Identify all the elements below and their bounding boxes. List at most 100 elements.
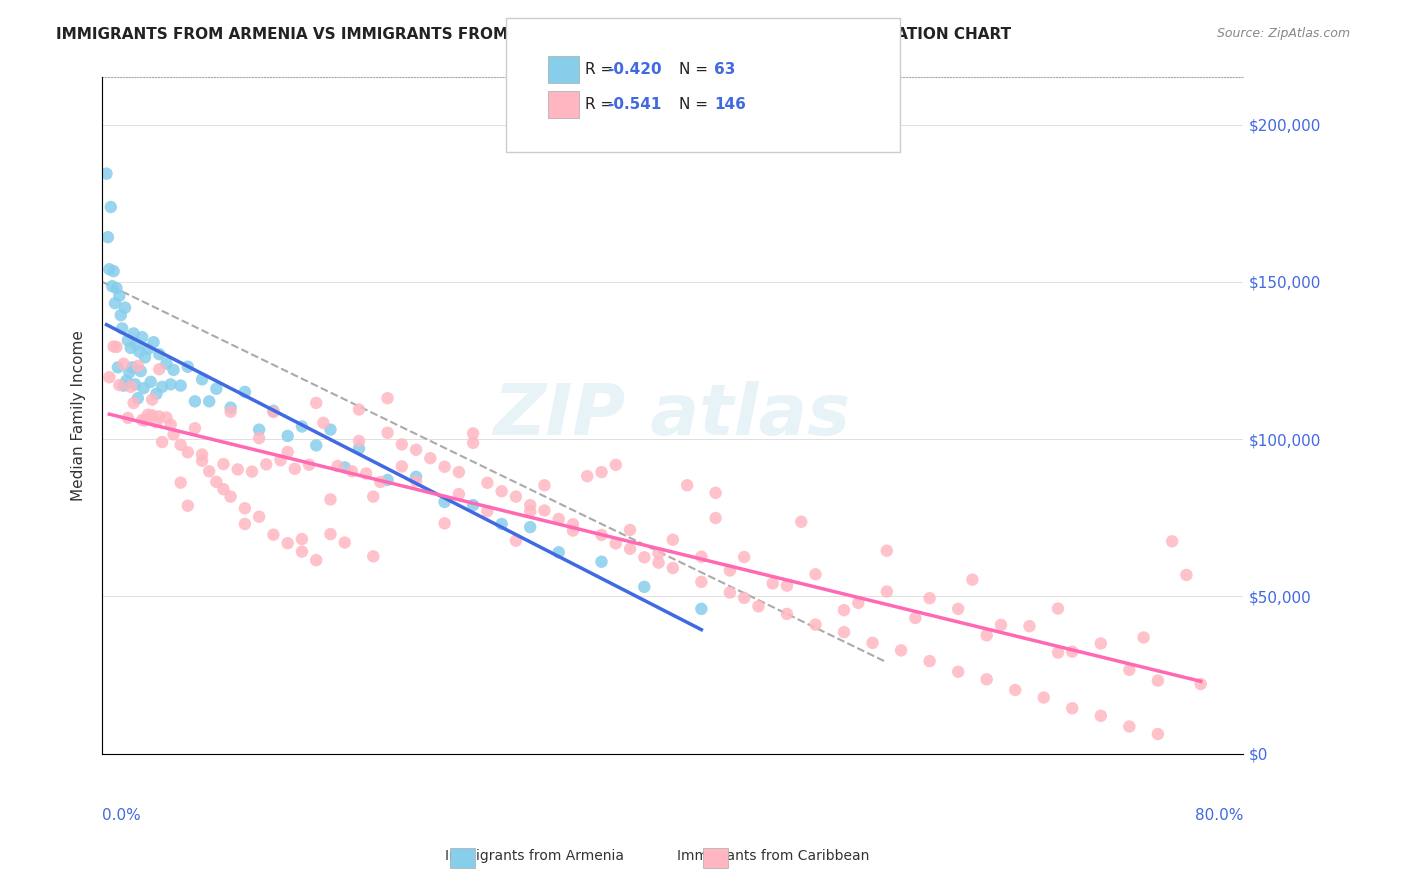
Point (205, 475, 228, 489)
Point (876, 584, 898, 599)
Point (1118, 719, 1140, 733)
Point (547, 512, 569, 526)
Point (184, 421, 207, 435)
Point (533, 478, 555, 492)
Point (361, 490, 384, 504)
Point (533, 503, 555, 517)
Point (619, 541, 641, 556)
Point (1161, 534, 1184, 549)
Point (347, 442, 370, 456)
Point (704, 511, 727, 525)
Point (177, 499, 200, 513)
Text: R =: R = (585, 97, 619, 112)
Point (305, 553, 328, 567)
Point (298, 458, 321, 472)
Point (162, 427, 184, 442)
Point (519, 498, 541, 512)
Point (277, 445, 299, 459)
Point (776, 579, 799, 593)
Point (198, 394, 221, 409)
Point (170, 438, 193, 452)
Point (247, 509, 270, 524)
Point (1090, 708, 1112, 723)
Point (127, 391, 149, 405)
Point (326, 458, 349, 473)
Point (125, 337, 148, 351)
Point (111, 321, 134, 335)
Point (212, 482, 235, 496)
Point (112, 378, 135, 392)
Point (862, 636, 884, 650)
Point (591, 555, 613, 569)
Point (690, 549, 713, 564)
Point (96, 167, 118, 181)
Point (361, 549, 384, 564)
Point (177, 359, 200, 374)
Text: IMMIGRANTS FROM ARMENIA VS IMMIGRANTS FROM CARIBBEAN MEDIAN FAMILY INCOME CORREL: IMMIGRANTS FROM ARMENIA VS IMMIGRANTS FR… (56, 27, 1011, 42)
Point (118, 365, 141, 379)
Point (591, 528, 613, 542)
Point (170, 378, 193, 392)
Point (690, 574, 713, 589)
Point (141, 409, 163, 423)
Point (254, 458, 277, 472)
Point (946, 602, 969, 616)
Point (405, 474, 427, 488)
Point (115, 374, 138, 388)
Point (121, 360, 143, 375)
Point (101, 279, 124, 293)
Point (198, 464, 221, 478)
Point (219, 401, 242, 415)
Point (733, 591, 755, 605)
Point (904, 611, 927, 625)
Point (463, 435, 485, 450)
Point (676, 478, 699, 492)
Text: 63: 63 (714, 62, 735, 77)
Point (477, 504, 499, 518)
Point (148, 347, 170, 361)
Point (846, 596, 869, 610)
Point (876, 543, 898, 558)
Point (704, 486, 727, 500)
Point (191, 372, 214, 386)
Point (120, 341, 142, 355)
Point (690, 602, 713, 616)
Point (733, 549, 755, 564)
Text: R =: R = (585, 62, 619, 77)
Point (127, 359, 149, 373)
Point (519, 504, 541, 518)
Text: 0.0%: 0.0% (103, 807, 141, 822)
Point (108, 378, 131, 392)
Point (98, 262, 121, 277)
Point (333, 535, 356, 549)
Point (100, 200, 122, 214)
Point (662, 533, 685, 547)
Point (105, 281, 128, 295)
Point (305, 438, 328, 452)
Point (662, 561, 685, 575)
Point (103, 339, 125, 353)
Text: -0.541: -0.541 (607, 97, 662, 112)
Point (377, 425, 399, 440)
Point (419, 451, 441, 466)
Point (647, 546, 669, 560)
Point (370, 475, 392, 489)
Point (591, 465, 613, 479)
Point (491, 516, 513, 531)
Point (145, 415, 167, 429)
Point (277, 536, 299, 550)
Text: Immigrants from Caribbean: Immigrants from Caribbean (678, 849, 869, 863)
Point (148, 409, 170, 424)
Point (463, 426, 485, 441)
Point (98, 370, 121, 384)
Point (155, 410, 177, 425)
Point (762, 576, 785, 591)
Point (391, 437, 413, 451)
Point (212, 457, 235, 471)
Point (547, 545, 569, 559)
Point (1046, 646, 1069, 660)
Point (562, 524, 585, 538)
Point (233, 516, 256, 531)
Point (191, 448, 214, 462)
Point (122, 326, 145, 341)
